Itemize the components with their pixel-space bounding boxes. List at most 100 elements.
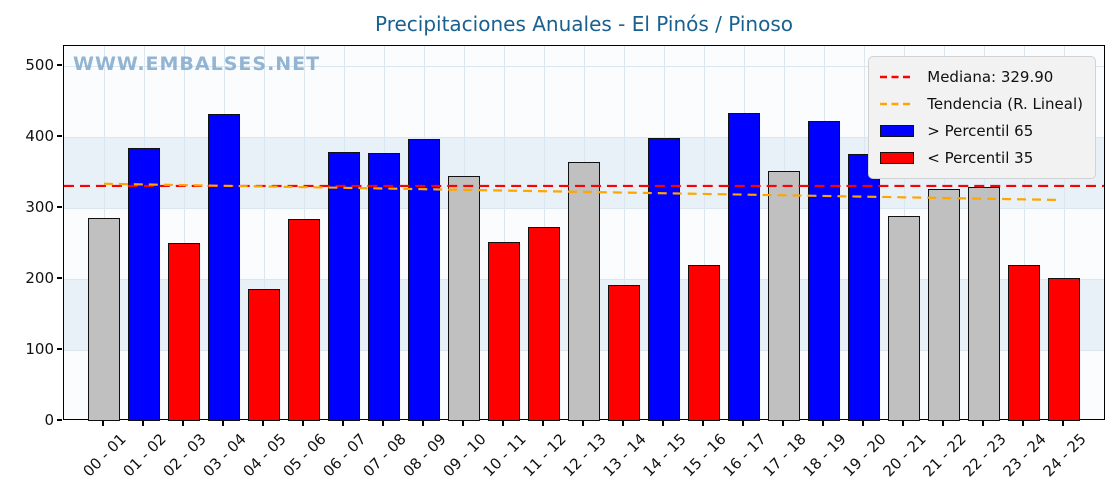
vgrid-15 [704,46,705,419]
legend-item-median: Mediana: 329.90 [879,65,1083,89]
chart-title: Precipitaciones Anuales - El Pinós / Pin… [374,12,793,36]
bar-12-13 [568,161,600,421]
xtick-mark-6 [342,421,344,426]
legend-label-trend: Tendencia (R. Lineal) [927,95,1083,113]
bar-13-14 [608,284,640,421]
xtick-label-02-03: 02 - 03 [159,430,210,481]
xtick-mark-8 [422,421,424,426]
xtick-label-23-24: 23 - 24 [999,430,1050,481]
bar-02-03 [168,242,200,421]
xtick-label-17-18: 17 - 18 [759,430,810,481]
bar-11-12 [528,227,560,421]
bar-16-17 [728,112,760,421]
bar-04-05 [248,288,280,421]
legend-item-below: < Percentil 35 [879,146,1083,170]
xtick-mark-16 [742,421,744,426]
xtick-label-01-02: 01 - 02 [119,430,170,481]
bar-03-04 [208,114,240,421]
xtick-label-07-08: 07 - 08 [359,430,410,481]
vgrid-13 [624,46,625,419]
vgrid-23 [1024,46,1025,419]
xtick-label-04-05: 04 - 05 [239,430,290,481]
bar-21-22 [928,189,960,421]
xtick-mark-20 [902,421,904,426]
ytick-mark-300 [57,206,62,208]
legend-label-below: < Percentil 35 [927,149,1034,167]
bar-24-25 [1048,278,1080,421]
xtick-mark-21 [942,421,944,426]
xtick-label-18-19: 18 - 19 [799,430,850,481]
legend-label-above: > Percentil 65 [927,122,1034,140]
xtick-label-12-13: 12 - 13 [559,430,610,481]
xtick-mark-14 [662,421,664,426]
hgrid-400 [64,136,1104,138]
bar-17-18 [768,171,800,421]
ytick-mark-200 [57,277,62,279]
xtick-mark-15 [702,421,704,426]
bar-01-02 [128,147,160,421]
bar-00-01 [88,217,120,421]
xtick-label-10-11: 10 - 11 [479,430,530,481]
xtick-mark-23 [1022,421,1024,426]
ytick-mark-500 [57,64,62,66]
ytick-mark-100 [57,348,62,350]
xtick-label-11-12: 11 - 12 [519,430,570,481]
vgrid-4 [264,46,265,419]
xtick-mark-7 [382,421,384,426]
bar-06-07 [328,151,360,421]
xtick-label-22-23: 22 - 23 [959,430,1010,481]
below-percentile-swatch [879,152,915,164]
bar-10-11 [488,242,520,421]
hgrid-500 [64,65,1104,67]
xtick-mark-4 [262,421,264,426]
ytick-mark-400 [57,135,62,137]
ytick-label-200: 200 [25,268,54,287]
xtick-label-09-10: 09 - 10 [439,430,490,481]
watermark: WWW.EMBALSES.NET [73,53,321,75]
bar-22-23 [968,187,1000,421]
xtick-label-24-25: 24 - 25 [1039,430,1090,481]
bar-09-10 [448,175,480,421]
xtick-mark-22 [982,421,984,426]
ytick-mark-0 [57,419,62,421]
xtick-mark-2 [182,421,184,426]
vgrid-2 [184,46,185,419]
xtick-label-13-14: 13 - 14 [599,430,650,481]
xtick-mark-10 [502,421,504,426]
legend: Mediana: 329.90 Tendencia (R. Lineal) > … [868,56,1096,179]
bar-19-20 [848,153,880,421]
xtick-mark-11 [542,421,544,426]
bar-18-19 [808,121,840,421]
legend-item-trend: Tendencia (R. Lineal) [879,92,1083,116]
xtick-label-14-15: 14 - 15 [639,430,690,481]
xtick-mark-24 [1062,421,1064,426]
bar-20-21 [888,216,920,421]
ytick-label-0: 0 [44,411,54,429]
bar-15-16 [688,264,720,421]
xtick-label-08-09: 08 - 09 [399,430,450,481]
xtick-mark-18 [822,421,824,426]
xtick-label-15-16: 15 - 16 [679,430,730,481]
trend-line-swatch [879,102,915,106]
xtick-mark-19 [862,421,864,426]
xtick-mark-3 [222,421,224,426]
legend-item-above: > Percentil 65 [879,119,1083,143]
legend-label-median: Mediana: 329.90 [927,68,1054,86]
xtick-label-16-17: 16 - 17 [719,430,770,481]
bar-08-09 [408,139,440,421]
plot-area: WWW.EMBALSES.NET Mediana: 329.90 Tendenc… [63,45,1105,421]
xtick-label-06-07: 06 - 07 [319,430,370,481]
xtick-mark-0 [102,421,104,426]
ytick-label-100: 100 [25,339,54,358]
xtick-label-20-21: 20 - 21 [879,430,930,481]
xtick-label-05-06: 05 - 06 [279,430,330,481]
xtick-mark-17 [782,421,784,426]
xtick-label-03-04: 03 - 04 [199,430,250,481]
xtick-mark-9 [462,421,464,426]
xtick-mark-1 [142,421,144,426]
above-percentile-swatch [879,125,915,137]
xtick-label-21-22: 21 - 22 [919,430,970,481]
bar-07-08 [368,153,400,421]
xtick-mark-13 [622,421,624,426]
